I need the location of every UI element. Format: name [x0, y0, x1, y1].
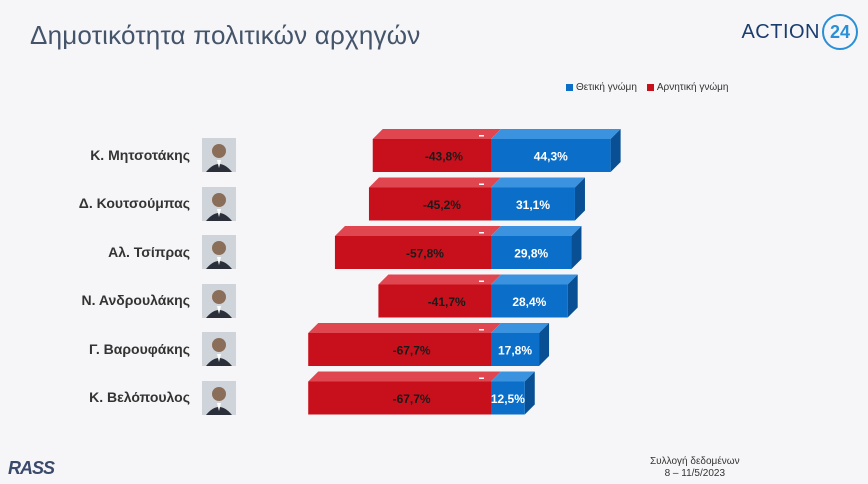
category-label: Γ. Βαρουφάκης [89, 340, 190, 357]
legend-item-negative: Αρνητική γνώμη [646, 82, 729, 93]
brand-logo: ACTION 24 [741, 14, 858, 50]
data-label-positive: 28,4% [512, 295, 546, 309]
data-collection-label: Συλλογή δεδομένων [650, 456, 740, 467]
bar-positive [491, 139, 611, 172]
brand-number: 24 [822, 14, 858, 50]
data-label-negative: -43,8% [425, 150, 463, 164]
bar-positive-side [539, 323, 550, 366]
data-label-positive: 17,8% [498, 344, 532, 358]
legend-item-positive: Θετική γνώμη [566, 82, 637, 93]
person-icon [202, 186, 236, 221]
bar-negative-top [334, 226, 501, 236]
legend-label-negative: Αρνητική γνώμη [656, 82, 729, 93]
bar-positive [491, 236, 572, 269]
bar-divider-mark [479, 377, 484, 379]
data-label-negative: -45,2% [423, 198, 461, 212]
person-icon [202, 235, 236, 269]
data-label-negative: -67,7% [393, 392, 431, 406]
bar-negative-top [308, 323, 501, 333]
data-collection-dates: 8 – 11/5/2023 [664, 468, 726, 479]
person-icon [202, 138, 236, 172]
legend-swatch-negative [646, 84, 654, 91]
rass-logo: RASS [8, 458, 55, 478]
bar-negative [368, 187, 491, 221]
legend-label-positive: Θετική γνώμη [576, 82, 637, 93]
portrait-photo [202, 332, 236, 366]
bar-positive-top [491, 323, 550, 333]
portrait-photo [202, 138, 236, 172]
bar-negative [334, 236, 491, 269]
category-label: Ν. Ανδρουλάκης [81, 292, 190, 308]
portrait-photo [202, 235, 236, 269]
bar-negative [308, 381, 491, 415]
person-icon [202, 283, 236, 318]
bar-positive-side [610, 129, 621, 172]
brand-text: ACTION [741, 20, 820, 43]
data-collection-note: Συλλογή δεδομένων 8 – 11/5/2023 [650, 456, 740, 480]
data-label-positive: 44,3% [534, 150, 568, 164]
person-icon [202, 332, 236, 366]
bar-positive-top [491, 371, 535, 382]
bar-positive [491, 381, 525, 415]
data-label-negative: -41,7% [428, 295, 466, 309]
bar-positive [491, 333, 540, 366]
bar-positive [491, 284, 568, 318]
portrait-photo [202, 186, 236, 221]
bar-positive-side [574, 177, 585, 221]
bar-positive [491, 187, 575, 221]
category-label: Κ. Βελόπουλος [89, 389, 190, 405]
data-label-positive: 12,5% [491, 392, 525, 406]
data-label-negative: -67,7% [393, 344, 431, 358]
data-label-negative: -57,8% [406, 247, 444, 261]
bar-negative-top [378, 274, 501, 285]
chart-title: Δημοτικότητα πολιτικών αρχηγών [30, 20, 421, 50]
bar-divider-mark [479, 280, 484, 282]
bar-negative [308, 333, 491, 366]
portrait-photo [202, 283, 236, 318]
bar-divider-mark [479, 329, 484, 331]
data-label-positive: 31,1% [516, 198, 550, 212]
bar-negative-top [308, 371, 501, 382]
person-icon [202, 380, 236, 415]
bar-negative-top [372, 129, 501, 139]
bar-divider-mark [479, 183, 484, 185]
bar-positive-top [491, 274, 578, 285]
category-label: Δ. Κουτσούμπας [78, 195, 190, 211]
bar-positive-side [567, 274, 578, 318]
category-label: Αλ. Τσίπρας [108, 243, 190, 260]
portrait-photo [202, 380, 236, 415]
bar-divider-mark [479, 232, 484, 234]
bar-divider-mark [479, 135, 484, 137]
bar-negative [372, 139, 491, 172]
category-label: Κ. Μητσοτάκης [90, 146, 190, 163]
bar-positive-top [491, 129, 621, 139]
bar-positive-top [491, 226, 582, 236]
legend-swatch-positive [566, 84, 573, 91]
bar-positive-top [491, 177, 585, 188]
bar-negative [378, 284, 491, 318]
bar-positive-side [571, 226, 582, 269]
data-label-positive: 29,8% [514, 247, 548, 261]
legend: Θετική γνώμη Αρνητική γνώμη [566, 82, 728, 93]
bar-positive-side [524, 371, 535, 415]
bar-negative-top [368, 177, 501, 188]
